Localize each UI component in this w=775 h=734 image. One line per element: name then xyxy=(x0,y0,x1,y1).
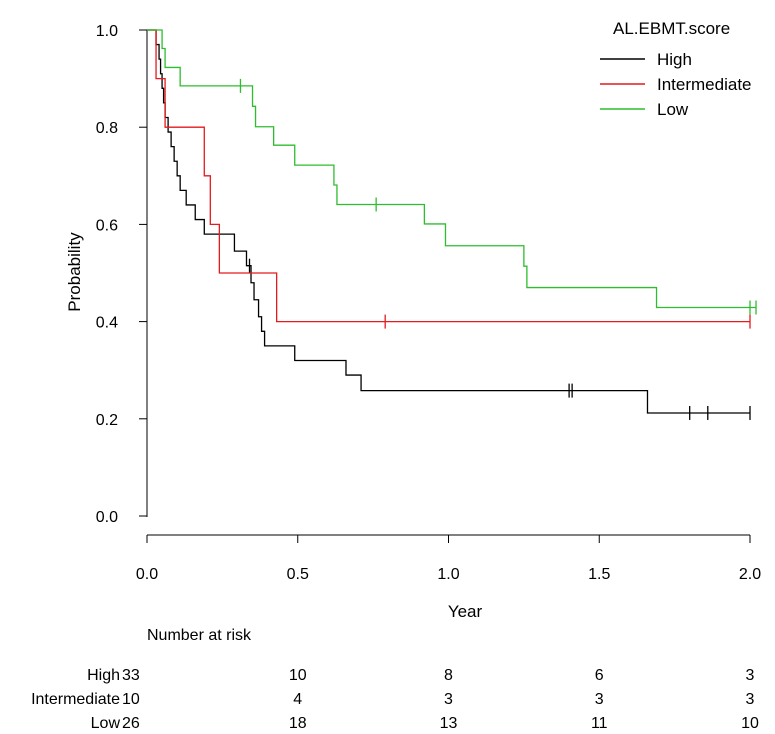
risk-count: 13 xyxy=(440,715,458,732)
y-tick-label: 0.8 xyxy=(96,120,118,137)
risk-count: 10 xyxy=(122,691,140,708)
risk-count: 3 xyxy=(595,691,604,708)
risk-count: 3 xyxy=(444,691,453,708)
curves-group xyxy=(147,29,757,420)
x-tick-label: 0.0 xyxy=(136,566,158,583)
risk-count: 3 xyxy=(746,667,755,684)
curve-intermediate xyxy=(147,29,750,323)
x-tick-label: 1.0 xyxy=(437,566,459,583)
legend-label-low: Low xyxy=(657,100,689,119)
risk-row-label-high: High xyxy=(87,667,120,684)
y-tick-label: 0.4 xyxy=(96,315,118,332)
legend-title: AL.EBMT.score xyxy=(613,19,730,38)
risk-count: 11 xyxy=(591,715,608,732)
risk-count: 33 xyxy=(122,667,140,684)
risk-table-title: Number at risk xyxy=(147,627,252,644)
y-axis-title: Probability xyxy=(65,232,84,312)
risk-count: 3 xyxy=(746,691,755,708)
legend: AL.EBMT.score High Intermediate Low xyxy=(600,19,752,119)
y-tick-label: 1.0 xyxy=(96,23,118,40)
y-tick-label: 0.0 xyxy=(96,509,118,526)
x-axis-title: Year xyxy=(448,602,483,621)
legend-label-intermediate: Intermediate xyxy=(657,75,752,94)
curve-high xyxy=(147,29,750,414)
x-tick-label: 2.0 xyxy=(739,566,761,583)
risk-count: 6 xyxy=(595,667,604,684)
curve-low xyxy=(147,29,757,309)
x-tick-label: 0.5 xyxy=(287,566,309,583)
risk-row-label-intermediate: Intermediate xyxy=(31,691,120,708)
risk-count: 4 xyxy=(293,691,302,708)
risk-count: 8 xyxy=(444,667,453,684)
risk-count: 18 xyxy=(289,715,307,732)
y-tick-label: 0.2 xyxy=(96,412,118,429)
y-tick-label: 0.6 xyxy=(96,217,118,234)
risk-count: 26 xyxy=(122,715,140,732)
risk-count: 10 xyxy=(741,715,759,732)
risk-row-label-low: Low xyxy=(91,715,121,732)
legend-label-high: High xyxy=(657,50,692,69)
x-tick-label: 1.5 xyxy=(588,566,610,583)
risk-count: 10 xyxy=(289,667,307,684)
tick-group: 0.0 0.5 1.0 1.5 2.0 0.0 0.2 0.4 0.6 0.8 1.0 xyxy=(96,23,761,583)
